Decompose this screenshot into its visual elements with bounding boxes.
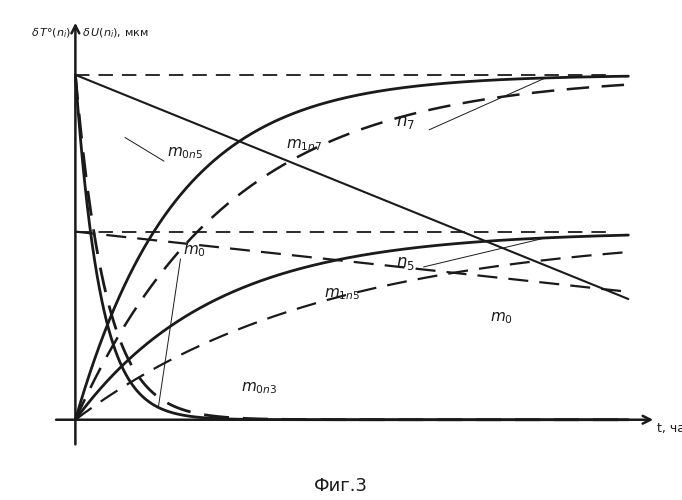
Text: $m_{0n3}$: $m_{0n3}$ xyxy=(241,380,278,396)
Text: $\delta\,U(n_i)$, мкм: $\delta\,U(n_i)$, мкм xyxy=(82,26,149,40)
Text: t, час: t, час xyxy=(657,422,682,435)
Text: $m_{1n5}$: $m_{1n5}$ xyxy=(324,286,360,302)
Text: $n_7$: $n_7$ xyxy=(396,113,415,131)
Text: $m_0$: $m_0$ xyxy=(183,244,206,259)
Text: Фиг.3: Фиг.3 xyxy=(314,477,368,495)
Text: $\delta\,T°(n_i)$: $\delta\,T°(n_i)$ xyxy=(31,26,71,40)
Text: $m_{0n5}$: $m_{0n5}$ xyxy=(166,146,203,161)
Text: $m_{1n7}$: $m_{1n7}$ xyxy=(286,138,322,154)
Text: $n_5$: $n_5$ xyxy=(396,254,415,272)
Text: $m_0$: $m_0$ xyxy=(490,310,513,326)
